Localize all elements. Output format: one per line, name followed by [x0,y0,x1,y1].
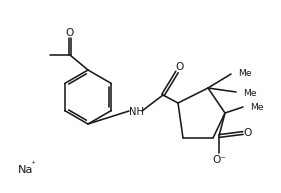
Text: ⁺: ⁺ [30,159,35,168]
Text: NH: NH [128,107,144,117]
Text: O: O [244,128,252,138]
Text: Me: Me [238,69,251,78]
Text: O⁻: O⁻ [212,155,226,165]
Text: Na: Na [18,165,33,175]
Text: Me: Me [250,102,264,112]
Text: Me: Me [243,89,257,97]
Text: O: O [176,62,184,72]
Text: O: O [66,28,74,38]
